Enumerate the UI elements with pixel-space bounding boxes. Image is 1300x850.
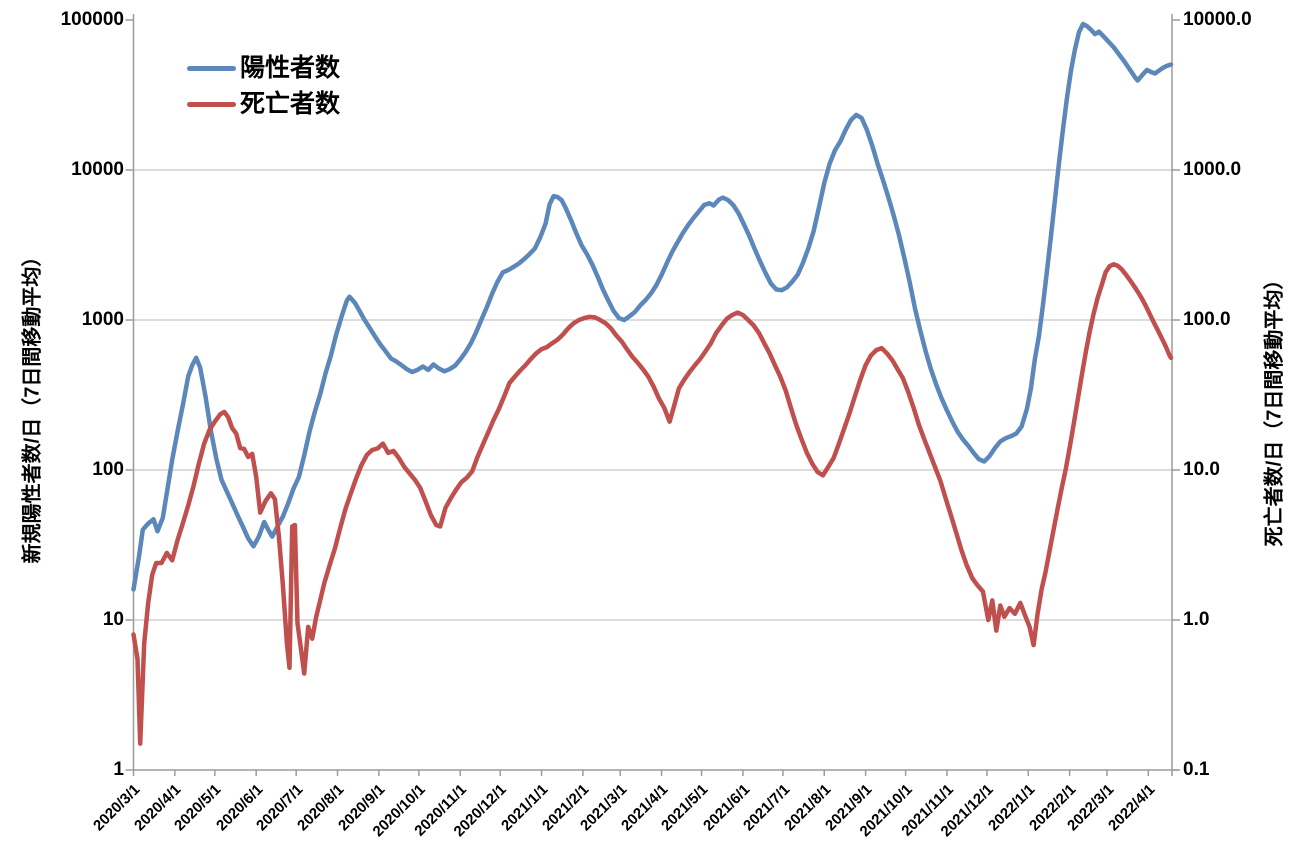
legend-item-deaths: 死亡者数: [187, 86, 340, 122]
legend-label-deaths: 死亡者数: [240, 90, 341, 118]
y-left-tick-label: 10: [102, 609, 124, 630]
y-left-tick-label: 100000: [60, 9, 124, 30]
y-right-tick-label: 1000.0: [1183, 159, 1242, 180]
y-right-tick-label: 10.0: [1183, 459, 1220, 480]
y-axis-left-title: 新規陽性者数/日（7日間移動平均）: [21, 246, 44, 564]
y-right-tick-label: 1.0: [1183, 609, 1210, 630]
legend-item-cases: 陽性者数: [187, 50, 340, 86]
cases-line-swatch: [187, 65, 236, 71]
deaths-line-swatch: [187, 101, 236, 107]
legend-label-cases: 陽性者数: [240, 54, 341, 82]
legend: 陽性者数 死亡者数: [187, 50, 340, 122]
y-right-tick-label: 100.0: [1183, 309, 1231, 330]
y-left-tick-label: 10000: [71, 159, 124, 180]
cases-line: [131, 21, 1174, 592]
deaths-line: [131, 262, 1174, 746]
y-axis-right-title: 死亡者数/日（7日間移動平均）: [1263, 269, 1286, 547]
y-right-tick-label: 10000.0: [1183, 9, 1252, 30]
y-right-tick-label: 0.1: [1183, 759, 1210, 780]
y-left-tick-label: 1: [113, 759, 124, 780]
y-left-tick-label: 1000: [81, 309, 124, 330]
y-left-tick-label: 100: [92, 459, 124, 480]
